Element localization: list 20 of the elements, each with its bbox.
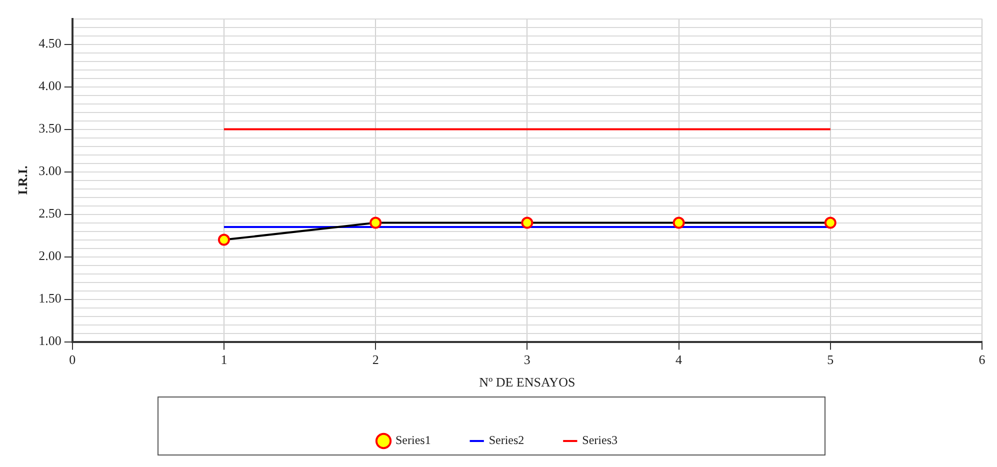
x-axis-title: Nº DE ENSAYOS — [479, 374, 576, 390]
y-tick-label: 1.50 — [38, 290, 62, 306]
x-tick-label: 0 — [69, 352, 76, 368]
x-tick-label: 3 — [524, 352, 530, 368]
y-tick-label: 1.00 — [38, 333, 62, 348]
legend-label: Series2 — [488, 433, 524, 448]
x-tick-label: 5 — [827, 352, 834, 368]
y-axis-title: I.R.I. — [15, 166, 30, 195]
legend-label: Series1 — [396, 433, 431, 448]
y-tick-label: 3.00 — [38, 163, 62, 178]
x-tick-label: 1 — [220, 352, 228, 368]
y-tick-label: 2.50 — [38, 206, 62, 221]
y-tick-label: 3.50 — [38, 120, 62, 136]
x-tick-label: 4 — [676, 352, 683, 368]
y-tick-label: 4.50 — [38, 36, 62, 51]
legend-label: Series3 — [582, 433, 618, 448]
x-tick-label: 2 — [372, 352, 379, 368]
x-tick-label: 6 — [978, 352, 986, 368]
y-tick-label: 4.00 — [38, 78, 62, 94]
y-tick-label: 2.00 — [38, 248, 62, 264]
